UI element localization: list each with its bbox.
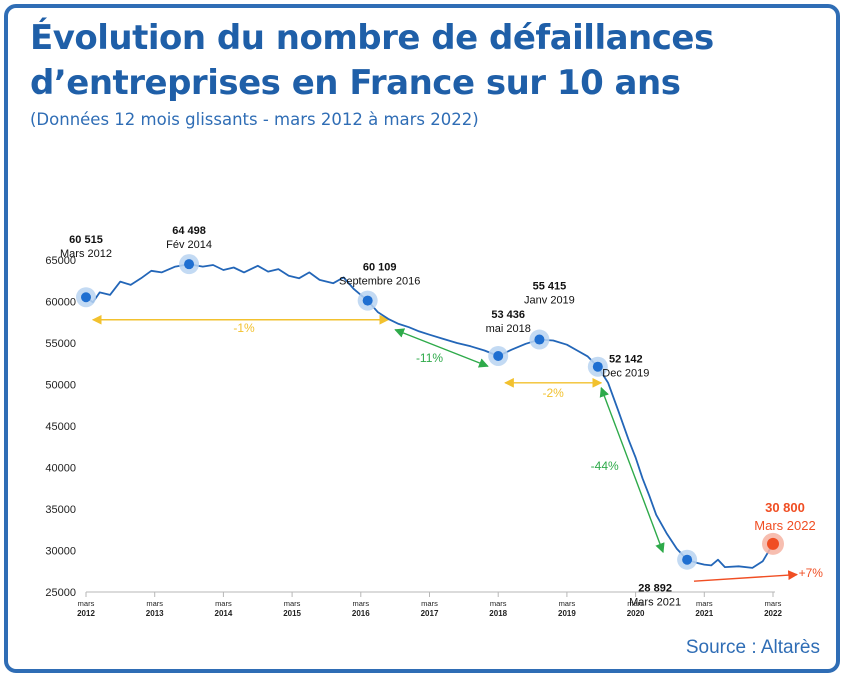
x-tick-label-month: mars xyxy=(627,599,644,608)
data-label-value: 28 892 xyxy=(638,583,672,595)
data-label-date: Janv 2019 xyxy=(524,295,575,307)
data-label-value: 64 498 xyxy=(172,225,206,237)
chart-title-line1: Évolution du nombre de défaillances xyxy=(30,18,714,58)
data-point xyxy=(592,361,603,372)
x-tick-label-year: 2020 xyxy=(627,609,645,618)
annotation-label: -2% xyxy=(542,386,564,400)
y-tick-label: 55000 xyxy=(45,338,76,350)
annotation-label: +7% xyxy=(799,566,824,580)
x-tick-label-month: mars xyxy=(696,599,713,608)
data-label-value: 60 109 xyxy=(363,262,397,274)
line-chart: 65000 60000 55000 50000 45000 40000 35000 30000… xyxy=(45,225,824,618)
y-tick-label: 30000 xyxy=(45,546,76,558)
data-label-date: Septembre 2016 xyxy=(339,276,420,288)
data-point xyxy=(362,295,373,306)
chart-title-line2: d’entreprises en France sur 10 ans xyxy=(30,63,681,103)
data-point xyxy=(534,334,545,345)
x-tick-label-month: mars xyxy=(352,599,369,608)
data-label-value: 60 515 xyxy=(69,234,103,246)
y-tick-label: 45000 xyxy=(45,421,76,433)
x-tick-label-year: 2016 xyxy=(352,609,370,618)
data-label-date: Mars 2022 xyxy=(754,518,815,533)
y-tick-label: 40000 xyxy=(45,463,76,475)
x-tick-label-month: mars xyxy=(215,599,232,608)
chart-frame: Évolution du nombre de défaillances d’en… xyxy=(4,4,840,673)
x-tick-label-year: 2021 xyxy=(695,609,713,618)
data-label-date: mai 2018 xyxy=(486,323,531,335)
x-tick-label-month: mars xyxy=(765,599,782,608)
x-tick-label-year: 2015 xyxy=(283,609,301,618)
chart-title-bold: d’entreprises xyxy=(30,63,281,103)
annotation-label: -1% xyxy=(233,321,255,335)
chart-subtitle: (Données 12 mois glissants - mars 2012 à… xyxy=(30,110,479,129)
data-label-value: 52 142 xyxy=(609,354,643,366)
arrow-range-2 xyxy=(394,328,489,368)
data-point xyxy=(184,259,195,270)
x-tick-label-month: mars xyxy=(146,599,163,608)
arrow-range-4 xyxy=(599,386,665,554)
y-tick-label: 50000 xyxy=(45,380,76,392)
y-tick-label: 25000 xyxy=(45,587,76,599)
x-tick-label-year: 2012 xyxy=(77,609,95,618)
data-label-date: Fév 2014 xyxy=(166,239,212,251)
data-label-value: 55 415 xyxy=(533,281,567,293)
x-tick-label-year: 2013 xyxy=(146,609,164,618)
annotation-label: -44% xyxy=(591,459,619,473)
x-tick-label-year: 2014 xyxy=(215,609,233,618)
data-point xyxy=(682,554,693,565)
x-tick-label-month: mars xyxy=(78,599,95,608)
data-point xyxy=(493,350,504,361)
y-tick-label: 35000 xyxy=(45,504,76,516)
arrow-range-5 xyxy=(693,570,799,582)
chart-title-rest: en France sur 10 ans xyxy=(280,63,681,103)
data-point xyxy=(767,537,779,550)
data-label-date: Mars 2021 xyxy=(629,597,681,609)
x-tick-label-year: 2022 xyxy=(764,609,782,618)
data-point xyxy=(81,292,91,303)
annotation-label: -11% xyxy=(416,351,443,365)
series-line xyxy=(85,263,774,569)
x-tick-label-month: mars xyxy=(284,599,301,608)
data-label-date: Dec 2019 xyxy=(602,368,649,380)
data-label-value: 53 436 xyxy=(491,309,525,321)
x-tick-label-month: mars xyxy=(559,599,576,608)
x-tick-label-year: 2019 xyxy=(558,609,576,618)
data-label-value: 30 800 xyxy=(765,500,805,515)
x-tick-label-year: 2018 xyxy=(489,609,507,618)
source-label: Source : Altarès xyxy=(685,637,820,658)
x-tick-label-month: mars xyxy=(490,599,507,608)
y-tick-label: 65000 xyxy=(45,255,76,267)
x-tick-label-month: mars xyxy=(421,599,438,608)
data-label-date: Mars 2012 xyxy=(60,248,112,260)
y-tick-label: 60000 xyxy=(45,297,76,309)
x-tick-label-year: 2017 xyxy=(421,609,439,618)
